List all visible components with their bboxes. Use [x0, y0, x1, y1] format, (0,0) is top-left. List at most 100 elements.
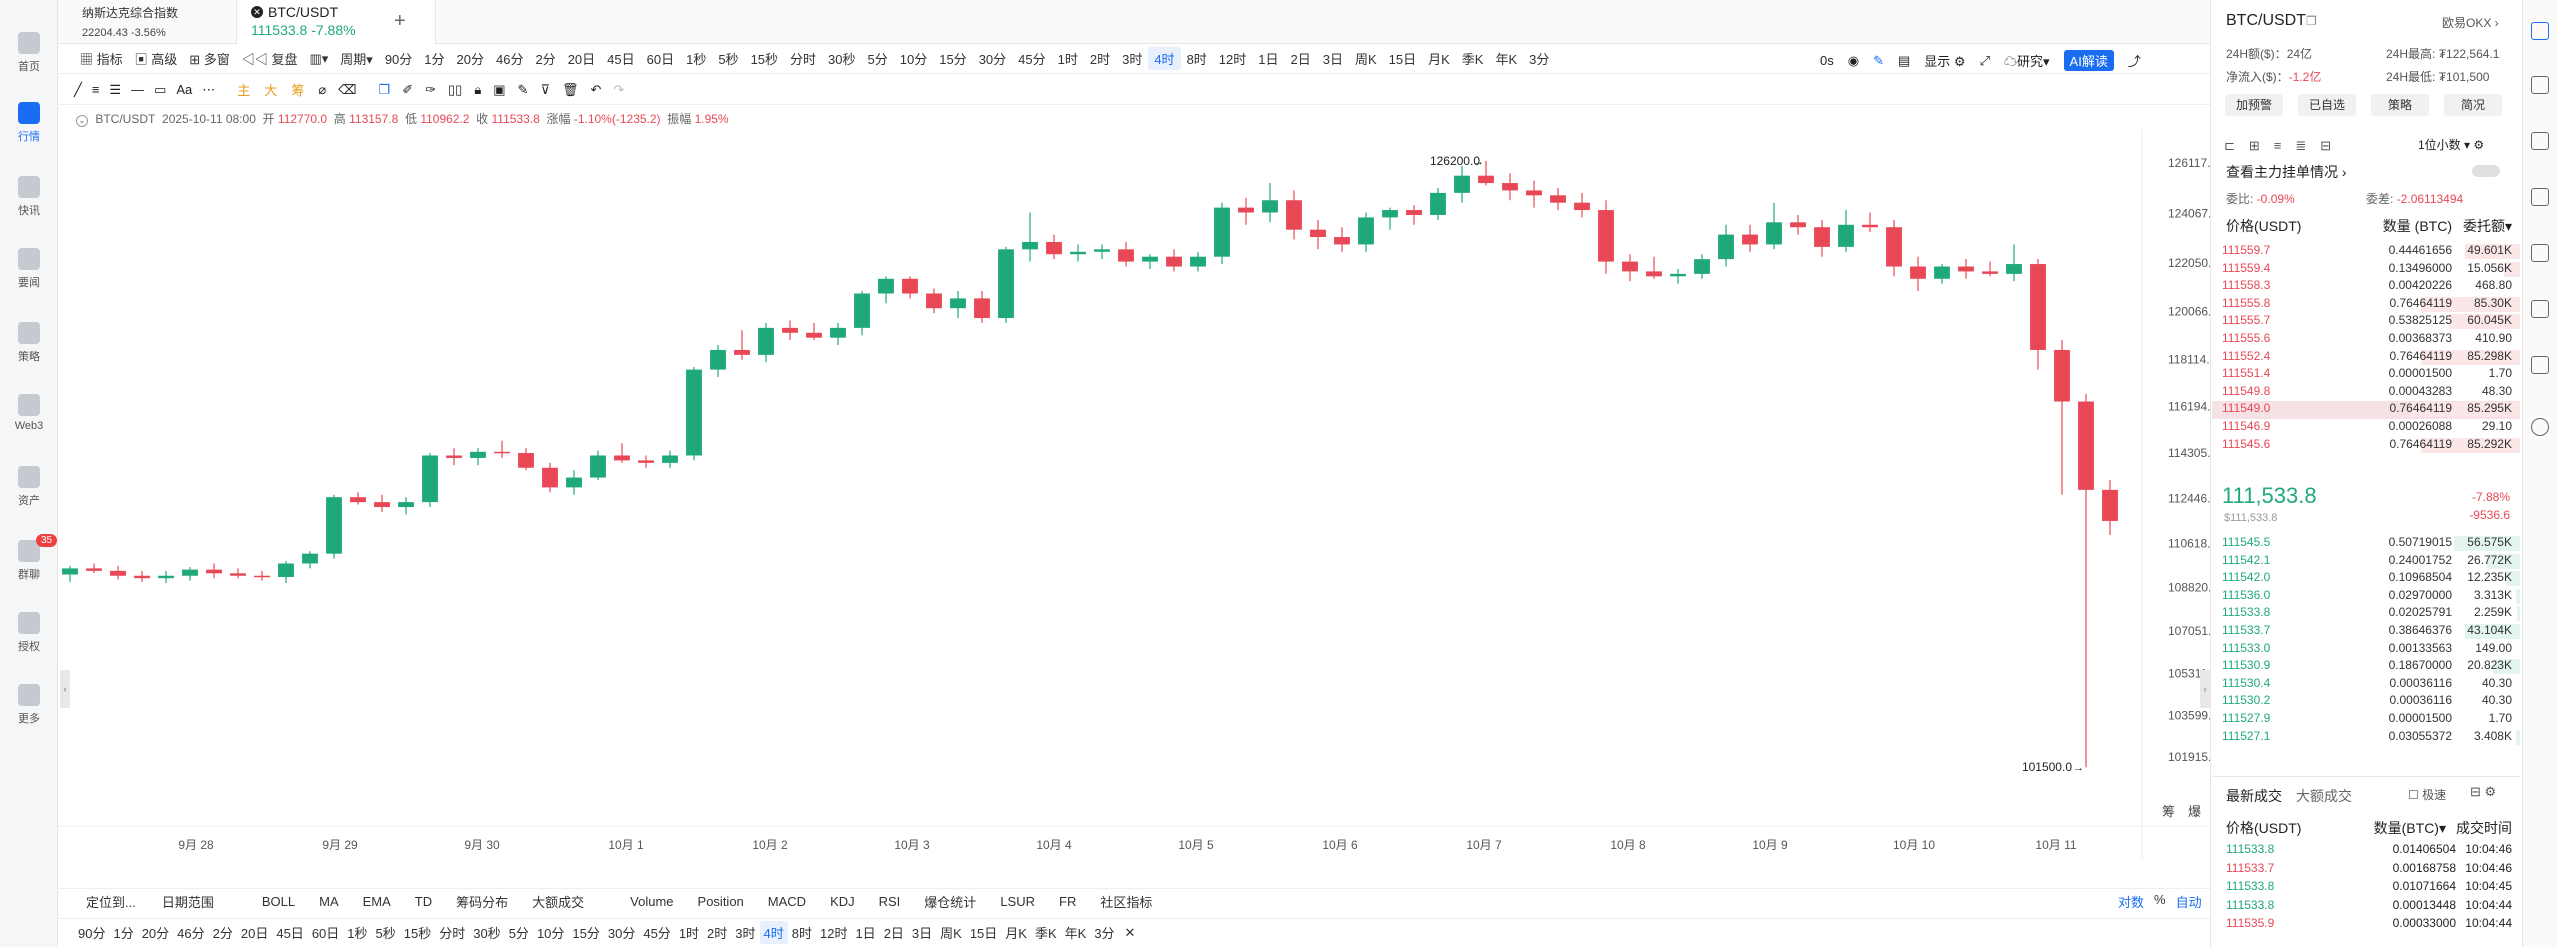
bottom-period-15[interactable]: 15分: [572, 926, 600, 941]
period-20[interactable]: 3时: [1122, 52, 1143, 67]
period-23[interactable]: 12时: [1218, 52, 1247, 67]
period-0[interactable]: 90分: [384, 52, 413, 67]
period-19[interactable]: 2时: [1089, 52, 1111, 67]
tab-nasdaq[interactable]: 纳斯达克综合指数 22204.43 -3.56%: [68, 0, 236, 44]
orderbook-row[interactable]: 111545.6 0.76464119 85.292K: [2212, 437, 2520, 455]
period-1[interactable]: 1分: [424, 52, 445, 67]
orderbook-view-icons[interactable]: ⊏⊞≡≣⊟: [2224, 138, 2346, 153]
orderbook-row[interactable]: 111530.2 0.00036116 40.30: [2212, 693, 2520, 711]
nav-item-8[interactable]: 授权: [0, 612, 58, 654]
bottom-period-10[interactable]: 15秒: [403, 926, 432, 941]
channel-tool-icon[interactable]: ☰: [109, 81, 122, 97]
bottom-period-11[interactable]: 分时: [439, 926, 466, 941]
research-button[interactable]: ☁研究▾: [2003, 54, 2050, 69]
copy-icon[interactable]: ❐: [378, 81, 391, 97]
bottom-period-7[interactable]: 60日: [311, 926, 340, 941]
nav-item-0[interactable]: 首页: [0, 32, 58, 74]
depth-select[interactable]: 1位小数 ▾ ⚙: [2418, 138, 2485, 152]
rect-tool-icon[interactable]: ▭: [154, 81, 167, 97]
multiwindow-button[interactable]: ⊞ 多窗: [189, 52, 230, 67]
hline-tool-icon[interactable]: ≡: [91, 82, 100, 97]
large-tool[interactable]: 大: [264, 83, 278, 98]
period-13[interactable]: 5分: [867, 52, 888, 67]
period-14[interactable]: 10分: [899, 52, 928, 67]
delete-icon[interactable]: 🗑︎: [561, 81, 579, 97]
alert-button[interactable]: 加预警: [2225, 94, 2283, 116]
indicator-5[interactable]: TD: [414, 894, 433, 909]
redo-icon[interactable]: ↷: [613, 81, 625, 97]
chip-tool[interactable]: 筹: [291, 83, 305, 98]
period-30[interactable]: 季K: [1461, 52, 1484, 67]
indicator-button[interactable]: ▦ 指标: [80, 52, 123, 67]
period-21[interactable]: 4时: [1148, 47, 1181, 70]
bottom-period-2[interactable]: 20分: [141, 926, 170, 941]
bottom-period-16[interactable]: 30分: [607, 926, 636, 941]
orderbook-row[interactable]: 111558.3 0.00420226 468.80: [2212, 278, 2520, 296]
period-2[interactable]: 20分: [456, 52, 484, 67]
orderbook-row[interactable]: 111551.4 0.00001500 1.70: [2212, 366, 2520, 384]
period-4[interactable]: 2分: [535, 52, 556, 67]
orderbook-row[interactable]: 111545.5 0.50719015 56.575K: [2212, 535, 2520, 553]
period-25[interactable]: 2日: [1290, 52, 1311, 67]
orderbook-row[interactable]: 111533.0 0.00133563 149.00: [2212, 641, 2520, 659]
left-collapse-handle[interactable]: ‹: [60, 670, 70, 708]
bottom-period-13[interactable]: 5分: [508, 926, 529, 941]
collapse-icon[interactable]: ⌄: [76, 115, 88, 127]
trend-icon[interactable]: [2531, 188, 2549, 206]
chart-type-button[interactable]: ▥▾: [309, 50, 329, 66]
period-31[interactable]: 年K: [1495, 52, 1518, 67]
close-icon[interactable]: ✕: [251, 6, 263, 18]
bottom-period-24[interactable]: 1日: [855, 926, 876, 941]
camera-icon[interactable]: ◉: [1847, 52, 1860, 68]
bottom-period-1[interactable]: 1分: [113, 926, 134, 941]
period-8[interactable]: 1秒: [686, 52, 707, 67]
orderbook-row[interactable]: 111559.7 0.44461656 49.601K: [2212, 243, 2520, 261]
bottom-period-29[interactable]: 月K: [1005, 926, 1027, 941]
orderbook-row[interactable]: 111530.9 0.18670000 20.823K: [2212, 658, 2520, 676]
nav-item-5[interactable]: Web3: [0, 394, 58, 432]
document-icon[interactable]: [2531, 76, 2549, 94]
profile-button[interactable]: 简况: [2444, 94, 2502, 116]
period-18[interactable]: 1时: [1057, 52, 1078, 67]
indicator-13[interactable]: 爆仓统计: [924, 895, 977, 910]
lock-icon[interactable]: 🔒︎: [474, 81, 482, 97]
period-17[interactable]: 45分: [1018, 52, 1046, 67]
bottom-period-32[interactable]: 3分: [1094, 926, 1115, 941]
advanced-button[interactable]: ▣ 高级: [134, 52, 178, 67]
copy-symbol-icon[interactable]: ❐: [2306, 14, 2317, 28]
ai-button[interactable]: AI解读: [2063, 50, 2114, 71]
indicator-8[interactable]: Volume: [630, 894, 674, 909]
period-button[interactable]: 周期▾: [340, 52, 373, 67]
magnet-icon[interactable]: ⌀: [318, 81, 327, 97]
orderbook-row[interactable]: 111536.0 0.02970000 3.313K: [2212, 588, 2520, 606]
period-6[interactable]: 45日: [607, 52, 635, 67]
indicator-7[interactable]: 大额成交: [532, 895, 585, 910]
bottom-period-28[interactable]: 15日: [969, 926, 998, 941]
tab-large-trades[interactable]: 大额成交: [2296, 788, 2352, 804]
fast-mode-checkbox[interactable]: ☐ 极速: [2408, 788, 2447, 802]
percent-scale-button[interactable]: %: [2154, 892, 2166, 907]
nav-item-3[interactable]: 要闻: [0, 248, 58, 290]
highlight-icon[interactable]: ✑: [425, 81, 437, 97]
note-icon[interactable]: ▣: [493, 81, 506, 97]
period-29[interactable]: 月K: [1428, 52, 1450, 67]
orderbook-row[interactable]: 111559.4 0.13496000 15.056K: [2212, 261, 2520, 279]
period-26[interactable]: 3日: [1322, 52, 1343, 67]
nav-item-7[interactable]: 群聊 35: [0, 534, 58, 582]
ray-tool-icon[interactable]: —: [131, 82, 145, 97]
period-32[interactable]: 3分: [1529, 52, 1550, 67]
indicator-12[interactable]: RSI: [878, 894, 901, 909]
indicator-14[interactable]: LSUR: [1000, 894, 1035, 909]
exchange-link[interactable]: 欧易OKX ›: [2442, 16, 2499, 30]
indicator-16[interactable]: 社区指标: [1100, 895, 1153, 910]
bottom-period-25[interactable]: 2日: [883, 926, 904, 941]
bottom-period-19[interactable]: 2时: [707, 926, 728, 941]
tab-latest-trades[interactable]: 最新成交: [2226, 788, 2282, 804]
orderbook-row[interactable]: 111527.1 0.03055372 3.408K: [2212, 729, 2520, 747]
period-28[interactable]: 15日: [1388, 52, 1417, 67]
bottom-period-5[interactable]: 20日: [240, 926, 269, 941]
period-12[interactable]: 30秒: [828, 52, 856, 67]
bottom-period-31[interactable]: 年K: [1064, 926, 1087, 941]
replay-button[interactable]: ◁◁ 复盘: [241, 52, 298, 67]
period-7[interactable]: 60日: [646, 52, 675, 67]
